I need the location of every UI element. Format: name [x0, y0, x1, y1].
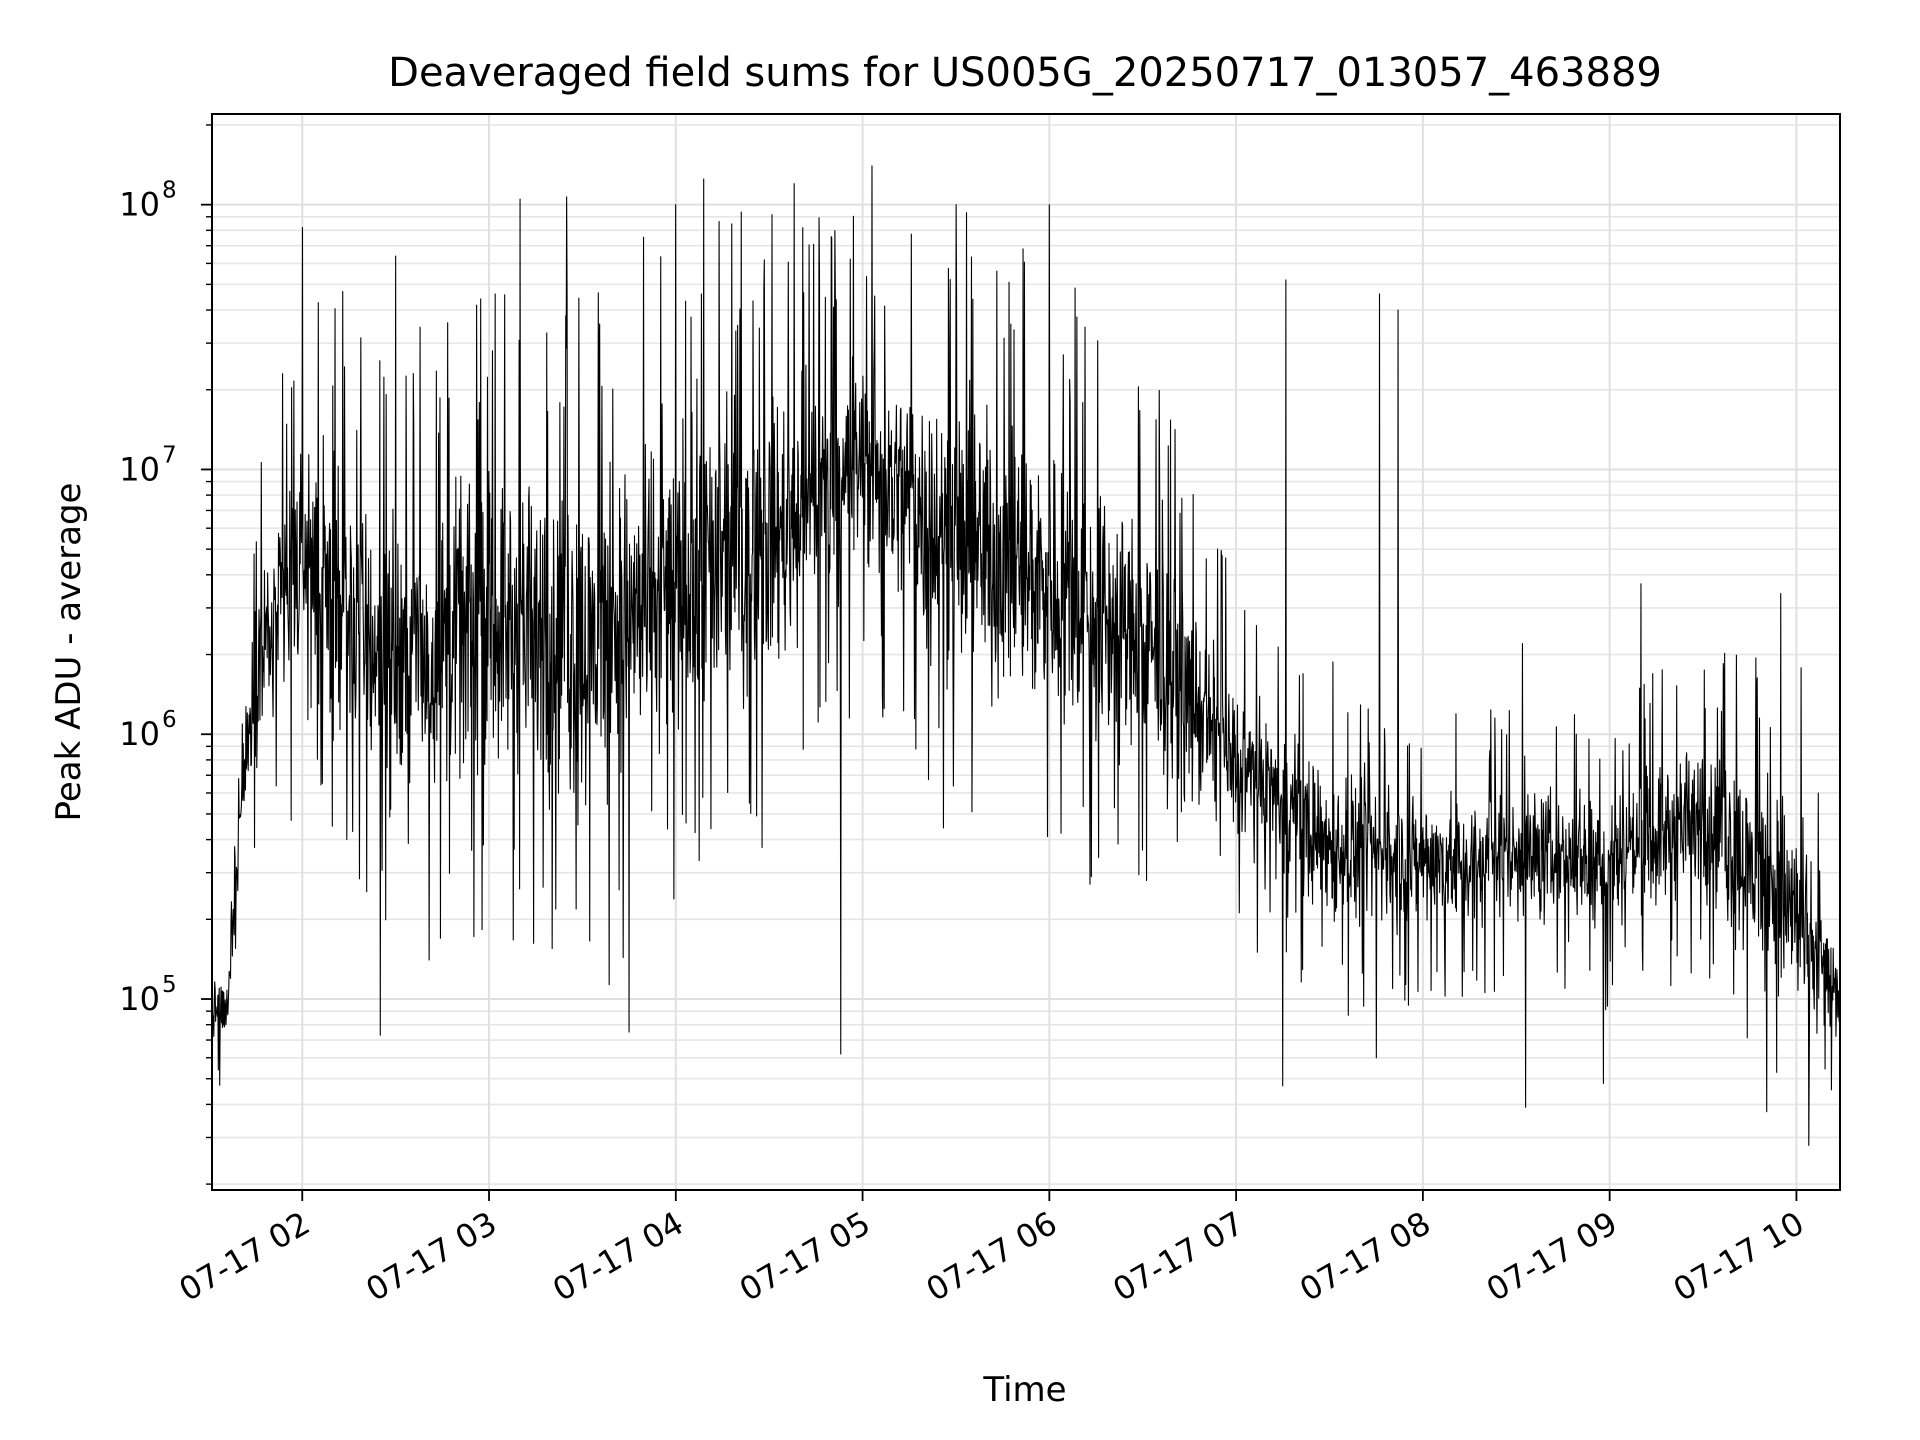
- y-tick-label: 10: [119, 980, 160, 1018]
- y-tick-exponent: 5: [162, 972, 177, 998]
- y-tick-exponent: 6: [162, 707, 177, 733]
- y-tick-label: 10: [119, 715, 160, 753]
- y-tick-base: 10: [119, 715, 160, 753]
- y-tick-exponent: 8: [162, 178, 177, 204]
- chart-title: Deaveraged field sums for US005G_2025071…: [388, 50, 1662, 96]
- y-tick-base: 10: [119, 186, 160, 224]
- x-axis-label: Time: [982, 1370, 1066, 1410]
- y-tick-base: 10: [119, 980, 160, 1018]
- series-line-peak-adu: [212, 165, 1840, 1146]
- y-tick-label: 10: [119, 450, 160, 488]
- y-tick-label: 10: [119, 186, 160, 224]
- y-tick-exponent: 7: [162, 442, 177, 468]
- y-tick-base: 10: [119, 450, 160, 488]
- y-axis-label: Peak ADU - average: [49, 483, 89, 822]
- plot-frame: [211, 113, 1841, 1191]
